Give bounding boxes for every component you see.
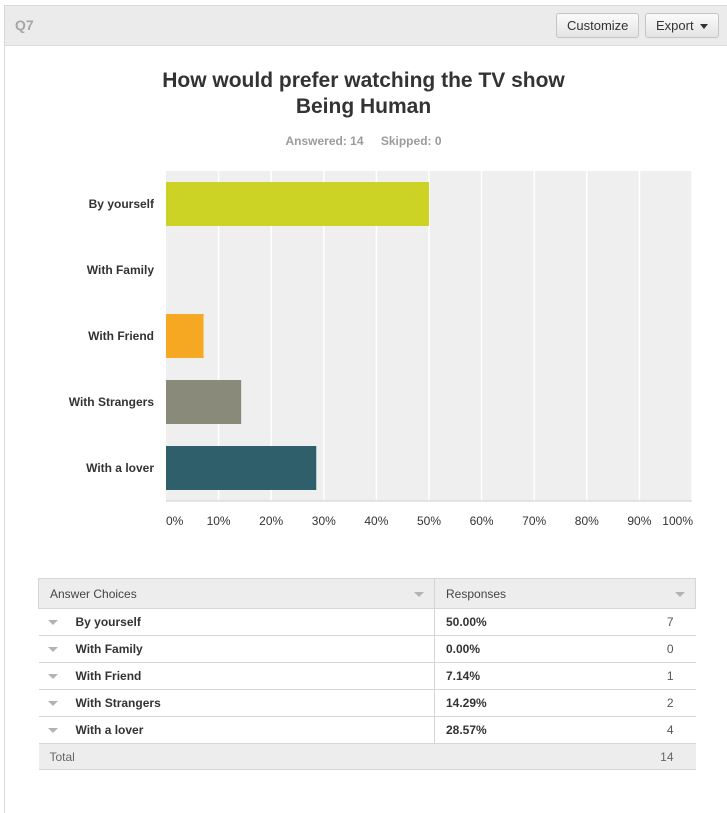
response-count: 4 [589,716,696,744]
table-row: With Strangers 14.29% 2 [38,689,696,717]
answer-choice-label: By yourself [75,615,141,629]
response-count: 0 [589,635,696,663]
category-label: With Family [87,263,155,277]
answer-choice-cell[interactable]: By yourself [38,608,435,636]
expand-arrow-icon[interactable] [47,701,58,707]
answer-choice-label: With a lover [75,723,144,737]
response-percent: 28.57% [434,716,590,744]
bar-chart: 0% 10% 20% 30% 40% 50% 60% 70% 80% 90% 100% By your… [69,171,693,528]
answered-count: Answered: 14 [285,134,364,148]
total-label: Total [38,743,435,770]
question-header-bar: Q7 Customize Export [5,6,727,46]
responses-table: Answer Choices Responses By yourself 50.0… [38,578,696,770]
bar[interactable] [166,446,317,490]
x-tick-label: 60% [470,514,494,528]
question-number: Q7 [15,17,34,33]
answer-choice-label: With Family [75,642,143,656]
response-count: 1 [589,662,696,690]
bar[interactable] [166,314,204,358]
question-panel [4,5,727,813]
sort-arrow-icon [675,592,685,597]
response-count: 2 [589,689,696,717]
category-label: With Strangers [69,395,155,409]
export-button[interactable]: Export [645,13,719,38]
expand-arrow-icon[interactable] [47,728,58,734]
response-count: 7 [589,608,696,636]
x-tick-label: 50% [417,514,441,528]
answer-choice-cell[interactable]: With a lover [38,716,435,744]
category-label: With Friend [88,329,154,343]
expand-arrow-icon[interactable] [47,647,58,653]
sort-arrow-icon [414,592,424,597]
x-tick-label: 0% [166,514,184,528]
customize-button[interactable]: Customize [556,13,639,38]
x-tick-label: 80% [575,514,599,528]
answer-choice-cell[interactable]: With Friend [38,662,435,690]
chart-title-line-2: Being Human [295,95,432,118]
answer-choice-label: With Friend [75,669,142,683]
table-row: With Friend 7.14% 1 [38,662,696,690]
x-tick-label: 40% [364,514,388,528]
response-percent: 14.29% [434,689,590,717]
answer-choice-label: With Strangers [75,696,161,710]
responses-header-label: Responses [446,586,507,601]
table-row: With Family 0.00% 0 [38,635,696,663]
x-tick-label: 10% [207,514,231,528]
answer-choices-header-label: Answer Choices [50,586,137,601]
table-row: By yourself 50.00% 7 [38,608,696,636]
x-tick-label: 70% [522,514,546,528]
response-percent: 0.00% [434,635,590,663]
total-count: 14 [589,743,696,770]
x-tick-label: 90% [627,514,651,528]
skipped-count: Skipped: 0 [380,134,442,148]
response-percent: 7.14% [434,662,590,690]
responses-header[interactable]: Responses [434,578,696,609]
answer-choice-cell[interactable]: With Family [38,635,435,663]
chart-title: How would prefer watching the TV show Be… [0,68,727,120]
chart-title-line-1: How would prefer watching the TV show [162,69,565,92]
answer-choice-cell[interactable]: With Strangers [38,689,435,717]
table-row: With a lover 28.57% 4 [38,716,696,744]
answer-choices-header[interactable]: Answer Choices [38,578,435,609]
category-label: With a lover [86,461,154,475]
category-label: By yourself [89,197,155,211]
total-row: Total 14 [38,743,696,770]
response-summary: Answered: 14 Skipped: 0 [0,134,727,148]
bar[interactable] [166,182,429,226]
table-header-row: Answer Choices Responses [38,578,696,609]
x-tick-label: 30% [312,514,336,528]
export-label: Export [656,18,694,33]
x-tick-label: 20% [259,514,283,528]
x-tick-label: 100% [662,514,693,528]
caret-down-icon [699,24,708,30]
total-spacer [434,743,590,770]
response-percent: 50.00% [434,608,590,636]
bar[interactable] [166,380,242,424]
expand-arrow-icon[interactable] [47,674,58,680]
expand-arrow-icon[interactable] [47,620,58,626]
